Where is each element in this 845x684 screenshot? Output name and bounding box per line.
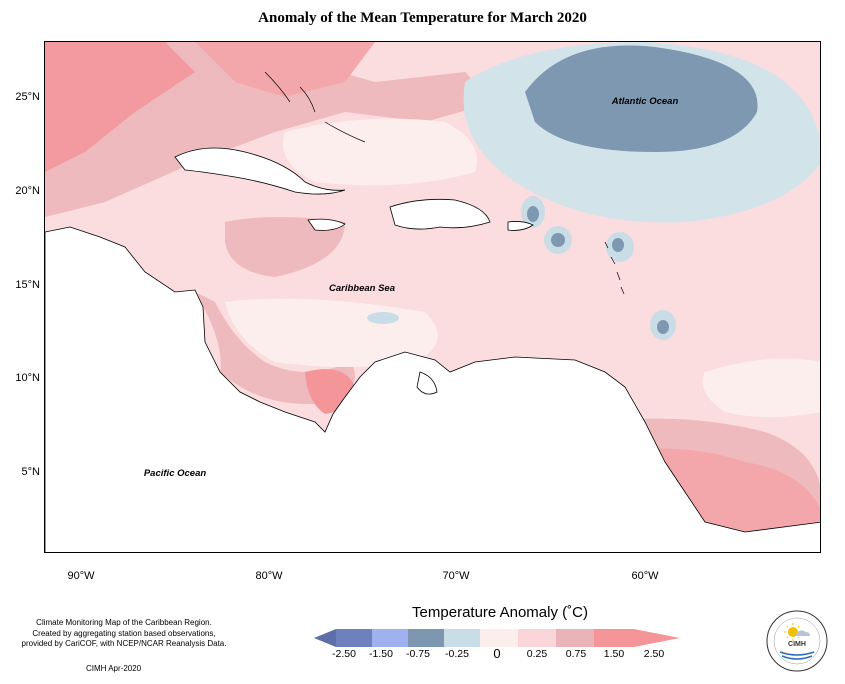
lat-tick-10n: 10°N bbox=[15, 372, 40, 384]
lon-tick-60w: 60°W bbox=[631, 570, 659, 582]
hot-zone-florida bbox=[195, 42, 375, 97]
color-swatch bbox=[336, 629, 372, 647]
legend-tick: 0 bbox=[493, 646, 501, 661]
color-swatch bbox=[480, 629, 518, 647]
lat-tick-15n: 15°N bbox=[15, 279, 40, 291]
cuba-island bbox=[174, 147, 346, 195]
cool-spot-caribbean bbox=[367, 312, 399, 324]
neutral-zone-east bbox=[702, 358, 820, 417]
cimh-logo-icon: CIMH bbox=[766, 610, 828, 672]
map-credits: Climate Monitoring Map of the Caribbean … bbox=[14, 618, 234, 650]
credit-line: Created by aggregating station based obs… bbox=[32, 628, 216, 638]
lon-tick-80w: 80°W bbox=[255, 570, 283, 582]
color-swatch-min-arrow bbox=[314, 629, 336, 647]
credit-line: Climate Monitoring Map of the Caribbean … bbox=[36, 618, 212, 627]
legend-tick: -1.50 bbox=[369, 648, 393, 660]
color-swatch bbox=[408, 629, 444, 647]
warm-zone-jamaica bbox=[225, 217, 345, 277]
legend-tick: 0.25 bbox=[526, 648, 548, 660]
cold-spot-1 bbox=[527, 206, 539, 222]
credit-line: provided by CariCOF, with NCEP/NCAR Rean… bbox=[21, 639, 227, 648]
cold-zone-atlantic bbox=[525, 45, 758, 153]
legend-title: Temperature Anomaly (˚C) bbox=[412, 604, 588, 621]
hot-zone-gulf bbox=[45, 42, 195, 172]
jamaica-island bbox=[307, 218, 346, 231]
legend-tick: 0.75 bbox=[565, 648, 587, 660]
color-swatch bbox=[444, 629, 480, 647]
caribbean-label: Caribbean Sea bbox=[329, 283, 395, 294]
color-swatch bbox=[594, 629, 634, 647]
cold-spot-4 bbox=[657, 320, 669, 334]
lat-tick-25n: 25°N bbox=[15, 91, 40, 103]
island-chain bbox=[264, 71, 625, 295]
credit-date: CIMH Apr-2020 bbox=[86, 664, 142, 673]
legend-tick: -2.50 bbox=[332, 648, 356, 660]
color-swatch bbox=[372, 629, 408, 647]
color-swatch bbox=[556, 629, 594, 647]
atlantic-label: Atlantic Ocean bbox=[611, 96, 679, 107]
color-swatch-max-arrow bbox=[634, 629, 680, 647]
hispaniola-island bbox=[389, 198, 491, 230]
puerto-rico-island bbox=[507, 221, 534, 231]
legend-tick: -0.75 bbox=[406, 648, 430, 660]
logo-text: CIMH bbox=[788, 641, 806, 648]
small-islands bbox=[264, 71, 625, 295]
legend-tick: 1.50 bbox=[603, 648, 625, 660]
legend-tick: 2.50 bbox=[643, 648, 665, 660]
map-title: Anomaly of the Mean Temperature for Marc… bbox=[258, 10, 587, 26]
lat-tick-20n: 20°N bbox=[15, 185, 40, 197]
legend-tick: -0.25 bbox=[445, 648, 469, 660]
lon-tick-90w: 90°W bbox=[67, 570, 95, 582]
lat-tick-5n: 5°N bbox=[21, 466, 40, 478]
color-swatch bbox=[518, 629, 556, 647]
map-panel: Atlantic Ocean Caribbean Sea Pacific Oce… bbox=[44, 41, 821, 553]
pacific-label: Pacific Ocean bbox=[144, 468, 207, 479]
cold-spot-2 bbox=[551, 233, 565, 247]
cold-spot-3 bbox=[612, 238, 624, 252]
trinidad-island bbox=[416, 371, 438, 395]
color-bar bbox=[314, 629, 680, 647]
temperature-anomaly-map: Atlantic Ocean Caribbean Sea Pacific Oce… bbox=[45, 42, 820, 552]
lon-tick-70w: 70°W bbox=[442, 570, 470, 582]
neutral-zone-north bbox=[283, 118, 477, 186]
land-areas bbox=[45, 147, 820, 552]
